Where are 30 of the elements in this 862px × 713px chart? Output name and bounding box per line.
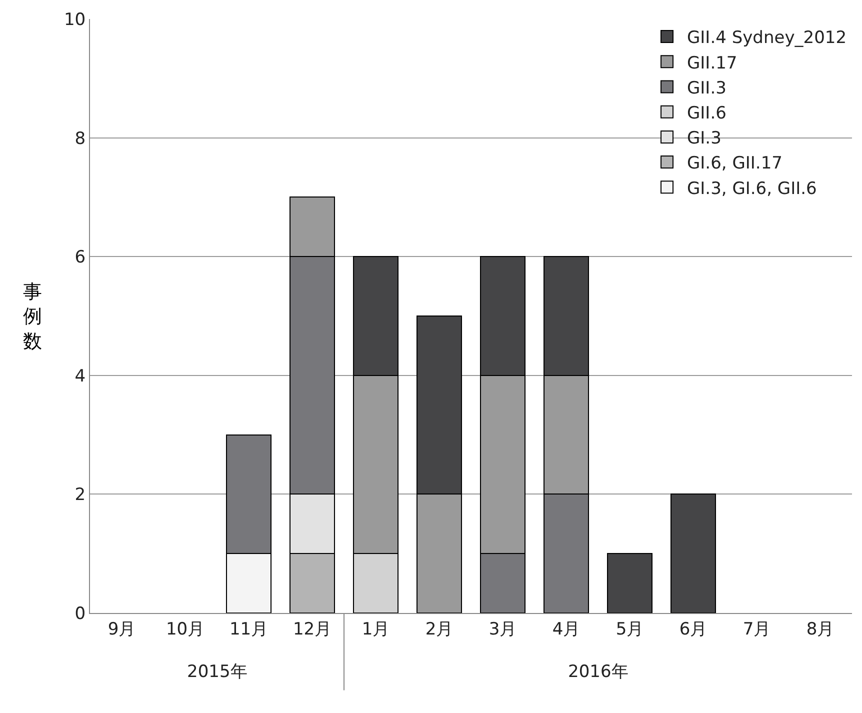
x-tick-label: 3月 bbox=[488, 619, 517, 640]
x-tick-label: 1月 bbox=[362, 619, 390, 640]
bar bbox=[607, 553, 652, 613]
legend-label: GI.3, GI.6, GII.6 bbox=[687, 178, 817, 199]
legend-label: GI.6, GII.17 bbox=[687, 154, 782, 174]
legend-label: GII.4 Sydney_2012 bbox=[687, 28, 847, 48]
y-tick-label: 0 bbox=[74, 604, 86, 624]
bar bbox=[670, 494, 716, 613]
legend-label: GII.3 bbox=[687, 78, 726, 98]
x-tick-label: 9月 bbox=[108, 619, 136, 640]
y-tick-label: 4 bbox=[74, 366, 86, 386]
y-tick-label: 6 bbox=[74, 248, 86, 268]
legend-label: GI.3 bbox=[687, 128, 722, 149]
legend-label: GII.17 bbox=[687, 53, 738, 74]
x-tick-label: 8月 bbox=[806, 619, 834, 640]
x-tick-label: 4月 bbox=[552, 619, 580, 640]
y-axis-title: 事例数 bbox=[23, 281, 42, 352]
text: 2015年 bbox=[187, 662, 248, 682]
y-tick-label: 8 bbox=[74, 128, 86, 149]
x-tick-label: 6月 bbox=[679, 619, 708, 640]
x-tick-label: 11月 bbox=[229, 619, 268, 640]
text: 2016年 bbox=[568, 662, 628, 682]
x-tick-label: 7月 bbox=[742, 619, 771, 640]
x-tick-label: 10月 bbox=[166, 619, 205, 640]
y-tick-label: 2 bbox=[74, 485, 86, 506]
x-tick-label: 2月 bbox=[425, 619, 454, 640]
x-tick-label: 12月 bbox=[292, 619, 332, 640]
x-tick-label: 5月 bbox=[616, 619, 644, 640]
legend-label: GII.6 bbox=[687, 103, 726, 124]
y-tick-label: 10 bbox=[64, 10, 86, 30]
